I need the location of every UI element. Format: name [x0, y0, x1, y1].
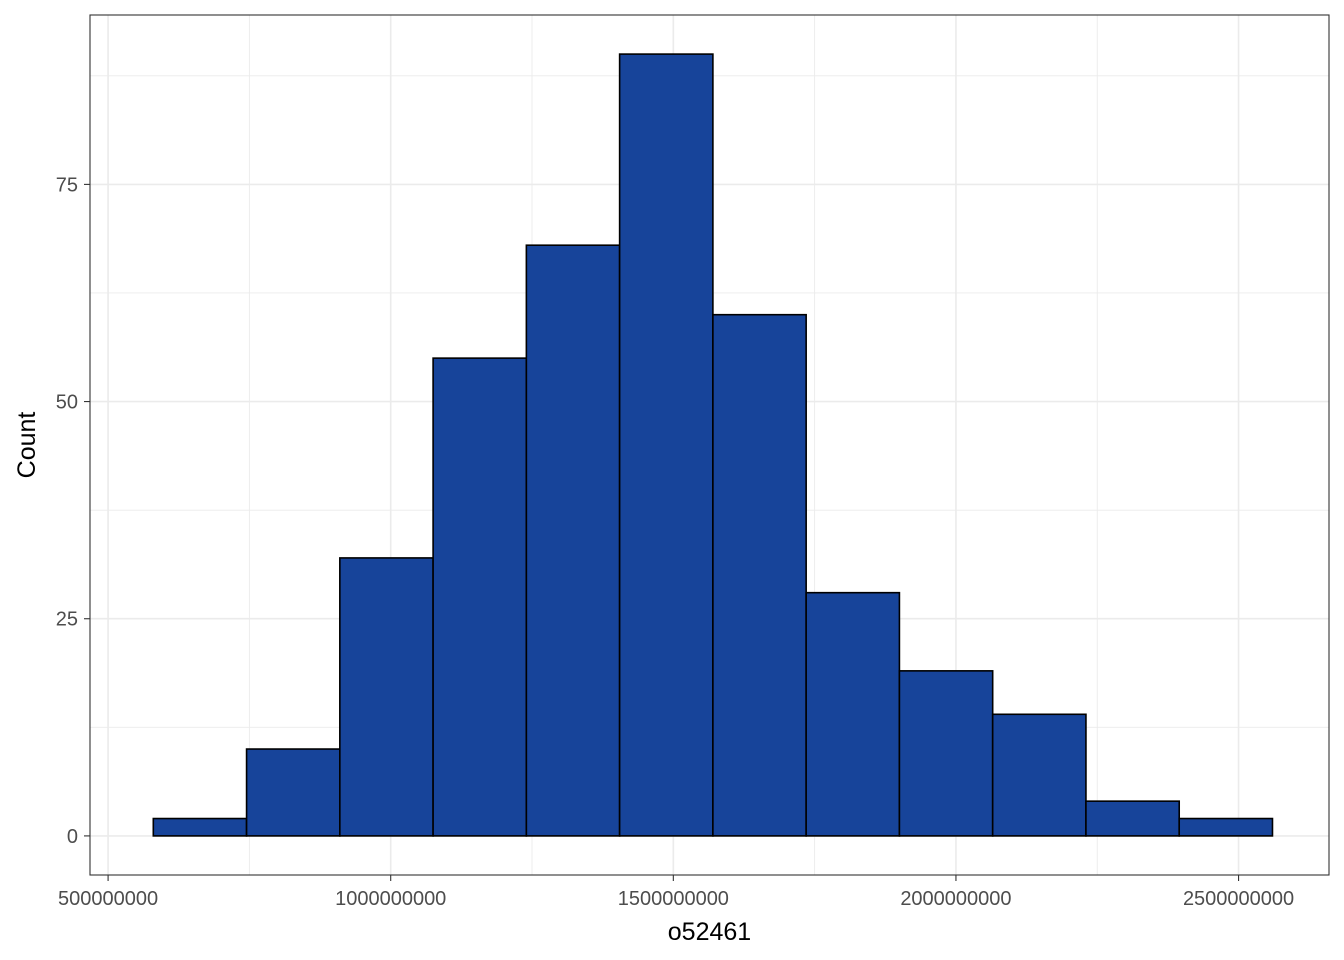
- histogram-bar: [432, 357, 528, 837]
- x-tick-label: 500000000: [58, 888, 158, 910]
- y-tick-label: 0: [67, 826, 78, 848]
- histogram-bar: [898, 670, 994, 837]
- histogram-bar: [1178, 817, 1274, 837]
- x-axis-ticks: 500000000 1000000000 1500000000 2000000000 2…: [58, 875, 1294, 910]
- histogram-bar: [339, 557, 434, 837]
- histogram-bar: [1085, 800, 1181, 837]
- panel-border: [89, 14, 1330, 876]
- histogram-bar: [152, 817, 248, 837]
- x-axis-title: o52461: [668, 918, 751, 946]
- histogram-bar: [805, 591, 901, 837]
- histogram-bar: [525, 244, 621, 837]
- x-tick-label: 2500000000: [1183, 888, 1294, 910]
- y-tick-label: 75: [56, 174, 78, 196]
- histogram-bar: [991, 713, 1087, 837]
- y-axis-title: Count: [13, 412, 41, 479]
- x-tick-label: 1000000000: [335, 888, 446, 910]
- histogram-bar: [245, 748, 341, 837]
- histogram-bar: [618, 53, 714, 837]
- y-tick-label: 25: [56, 609, 78, 631]
- y-axis-ticks: 0 25 50 75: [56, 174, 90, 848]
- x-tick-label: 2000000000: [900, 888, 1011, 910]
- x-tick-label: 1500000000: [618, 888, 729, 910]
- histogram-bar: [712, 313, 807, 837]
- y-tick-label: 50: [56, 392, 78, 414]
- histogram-bars: [152, 53, 1274, 837]
